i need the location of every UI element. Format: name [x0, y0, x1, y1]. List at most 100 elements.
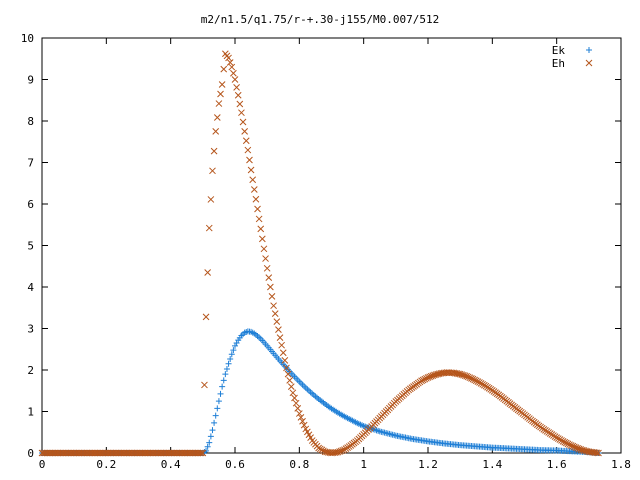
data-point: [82, 449, 89, 457]
data-point: [41, 449, 49, 457]
chart-title: m2/n1.5/q1.75/r-+.30-j155/M0.007/512: [201, 13, 439, 26]
x-tick-label: 1: [360, 458, 367, 471]
data-point: [74, 449, 81, 457]
data-point: [283, 364, 290, 372]
data-point: [214, 405, 221, 412]
data-point: [234, 91, 242, 99]
data-point: [267, 283, 274, 291]
data-point: [262, 255, 269, 262]
data-point: [276, 334, 284, 341]
data-point: [270, 302, 277, 310]
data-point: [185, 449, 192, 457]
data-point: [90, 449, 97, 457]
data-point: [242, 137, 250, 145]
x-tick-label: 0.2: [96, 458, 116, 471]
data-point: [99, 449, 107, 457]
data-point: [159, 449, 166, 457]
data-point: [197, 449, 205, 457]
data-point: [215, 100, 223, 107]
data-point: [59, 449, 67, 457]
data-point: [418, 377, 425, 385]
data-point: [75, 449, 83, 457]
data-point: [125, 449, 133, 457]
data-point: [300, 421, 308, 429]
data-point: [176, 449, 184, 457]
data-point: [160, 449, 168, 457]
data-point: [77, 449, 84, 457]
data-point: [297, 414, 305, 421]
y-tick-label: 5: [27, 240, 34, 253]
data-point: [210, 147, 218, 155]
data-point: [88, 449, 96, 457]
data-point: [78, 449, 86, 457]
series-ek: [39, 328, 602, 456]
y-tick-label: 7: [27, 157, 34, 170]
data-point: [133, 449, 141, 457]
data-point: [107, 449, 115, 457]
data-point: [254, 205, 261, 213]
data-point: [471, 376, 478, 384]
data-point: [207, 433, 214, 440]
data-point: [299, 417, 306, 425]
data-point: [291, 394, 298, 402]
data-point: [112, 449, 120, 457]
data-point: [162, 449, 170, 457]
data-point: [241, 128, 249, 135]
data-point: [56, 449, 64, 457]
data-point: [80, 449, 88, 457]
data-point: [152, 449, 160, 457]
data-point: [225, 54, 232, 62]
data-point: [247, 166, 255, 174]
data-point: [239, 118, 247, 126]
data-point: [114, 449, 121, 457]
data-point: [292, 399, 300, 407]
data-point: [230, 69, 237, 77]
data-point: [201, 381, 208, 389]
data-point: [70, 449, 78, 457]
data-point: [109, 449, 117, 457]
data-point: [225, 360, 232, 367]
data-point: [204, 269, 212, 276]
data-point: [222, 371, 229, 378]
data-point: [212, 128, 220, 135]
data-point: [49, 449, 57, 457]
x-tick-label: 0.8: [289, 458, 309, 471]
data-point: [204, 443, 211, 450]
data-point: [236, 100, 244, 108]
x-tick-label: 0.6: [225, 458, 245, 471]
data-point: [257, 225, 265, 233]
data-point: [419, 376, 427, 384]
x-tick-label: 1.2: [418, 458, 438, 471]
data-point: [180, 449, 187, 457]
plot-frame: [41, 37, 622, 454]
data-point: [217, 390, 224, 397]
y-tick-label: 9: [27, 74, 34, 87]
data-point: [271, 310, 279, 318]
data-point: [61, 449, 68, 457]
data-point: [469, 375, 477, 383]
data-point: [211, 419, 218, 426]
data-point: [223, 365, 230, 372]
data-point: [562, 439, 570, 447]
data-point: [593, 449, 601, 457]
data-point: [62, 449, 70, 457]
data-point: [286, 377, 294, 384]
data-point: [168, 449, 176, 457]
data-point: [173, 449, 181, 457]
data-point: [281, 356, 289, 364]
data-point: [72, 449, 80, 457]
data-point: [120, 449, 128, 457]
data-point: [194, 449, 202, 457]
data-point: [46, 449, 54, 457]
data-point: [183, 449, 191, 457]
y-tick-label: 10: [21, 32, 34, 45]
data-point: [472, 377, 480, 385]
data-point: [40, 449, 47, 457]
data-point: [231, 76, 239, 83]
y-tick-label: 8: [27, 115, 34, 128]
data-point: [275, 326, 282, 333]
data-point: [51, 449, 59, 457]
data-point: [263, 264, 271, 272]
